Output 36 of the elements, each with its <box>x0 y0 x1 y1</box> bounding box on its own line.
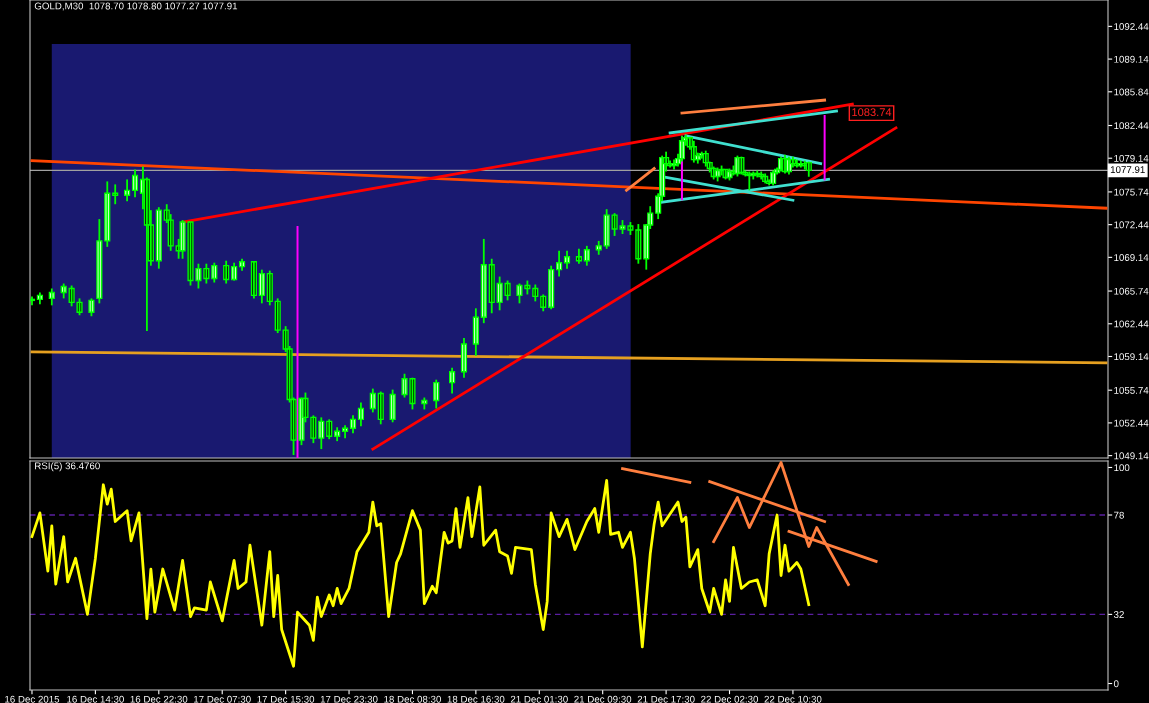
x-tick-label: 17 Dec 23:30 <box>320 695 378 703</box>
x-tick-label: 21 Dec 01:30 <box>510 695 568 703</box>
chart-title: RSI(5) 36.4760 <box>35 462 100 472</box>
x-tick-label: 17 Dec 15:30 <box>257 695 315 703</box>
y-tick-label: 1055.74 <box>1114 386 1149 394</box>
x-tick-label: 16 Dec 22:30 <box>130 695 188 703</box>
y-tick-label: 1052.44 <box>1114 419 1149 427</box>
y-tick-label: 1085.84 <box>1114 88 1149 96</box>
line-series <box>30 479 811 668</box>
y-tick-label: 32 <box>1113 611 1124 619</box>
ref-line-label: 1077.91 <box>1110 166 1145 174</box>
x-tick-label: 22 Dec 02:30 <box>701 695 759 703</box>
x-tick-label: 18 Dec 16:30 <box>447 695 505 703</box>
y-tick-label: 1049.14 <box>1114 452 1149 460</box>
x-tick-label: 17 Dec 07:30 <box>194 695 251 703</box>
x-tick-label: 16 Dec 2015 <box>5 695 60 703</box>
x-tick-label: 21 Dec 17:30 <box>637 695 695 703</box>
y-tick-label: 100 <box>1114 464 1130 472</box>
chart-title: GOLD,M30 1078.70 1078.80 1077.27 1077.91 <box>34 2 238 11</box>
y-tick-label: 1062.44 <box>1114 320 1149 328</box>
annotation: 1083.74 <box>852 108 892 117</box>
y-tick-label: 1075.74 <box>1114 188 1149 196</box>
y-tick-label: 1069.14 <box>1114 254 1149 261</box>
y-tick-label: 0 <box>1113 680 1119 688</box>
y-tick-label: 1059.14 <box>1114 353 1149 361</box>
y-tick-label: 1072.44 <box>1114 221 1149 229</box>
y-tick-label: 1065.74 <box>1114 287 1149 295</box>
y-tick-label: 1082.44 <box>1114 122 1149 130</box>
y-tick-label: 1089.14 <box>1114 55 1149 63</box>
x-tick-label: 22 Dec 10:30 <box>764 695 822 703</box>
x-tick-label: 21 Dec 09:30 <box>574 695 632 703</box>
y-tick-label: 1092.44 <box>1114 23 1149 30</box>
y-tick-label: 78 <box>1114 511 1124 519</box>
x-tick-label: 16 Dec 14:30 <box>67 695 124 703</box>
x-tick-label: 18 Dec 08:30 <box>384 695 441 703</box>
y-tick-label: 1079.14 <box>1114 154 1149 162</box>
